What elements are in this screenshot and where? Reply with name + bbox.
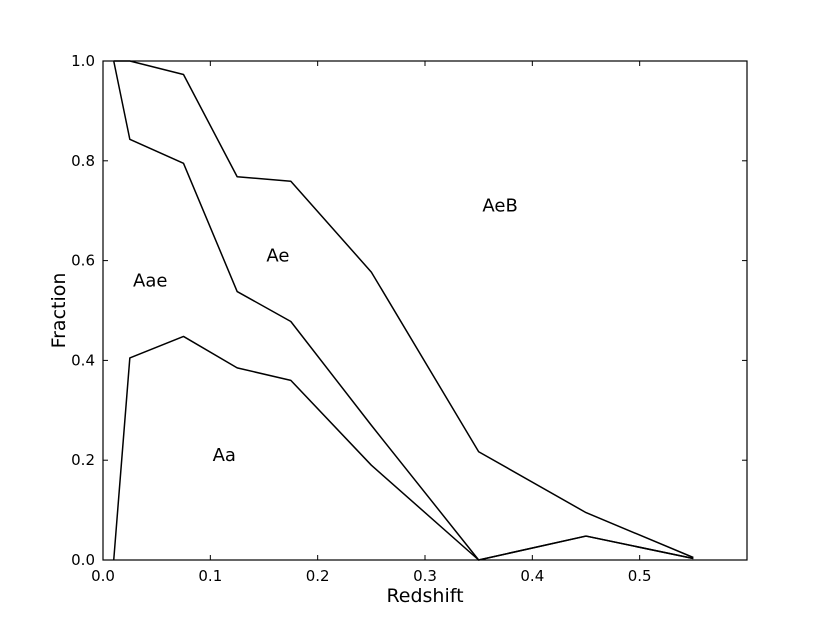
y-tick-label: 0.8 xyxy=(71,152,95,170)
series-line-3 xyxy=(113,60,694,559)
region-label-aa: Aa xyxy=(213,445,236,466)
plot-frame xyxy=(102,60,748,561)
series-line-1 xyxy=(112,335,694,561)
x-tick-label: 0.2 xyxy=(306,567,330,585)
y-axis-label: Fraction xyxy=(48,273,70,349)
x-tick-label: 0.0 xyxy=(91,567,115,585)
x-axis-label: Redshift xyxy=(386,585,463,607)
y-tick-label: 0.0 xyxy=(71,551,95,569)
x-tick-label: 0.5 xyxy=(628,567,652,585)
region-label-aeb: AeB xyxy=(482,196,517,217)
y-tick-label: 0.4 xyxy=(71,351,95,369)
region-label-ae: Ae xyxy=(266,246,289,267)
series-layer xyxy=(112,60,694,561)
y-tick-label: 0.2 xyxy=(71,451,95,469)
y-tick-label: 1.0 xyxy=(71,52,95,70)
region-label-aae: Aae xyxy=(133,271,167,292)
x-tick-label: 0.4 xyxy=(520,567,544,585)
ticks-layer: 0.0 0.1 0.2 0.3 0.4 0.5 0.0 0.2 0.4 0.6 0.8 1.0 xyxy=(71,52,747,585)
y-tick-label: 0.6 xyxy=(71,252,95,270)
x-tick-label: 0.3 xyxy=(413,567,437,585)
x-tick-label: 0.1 xyxy=(198,567,222,585)
annotation-layer: Aa Aae Ae AeB xyxy=(133,196,518,466)
series-line-2 xyxy=(112,60,694,561)
